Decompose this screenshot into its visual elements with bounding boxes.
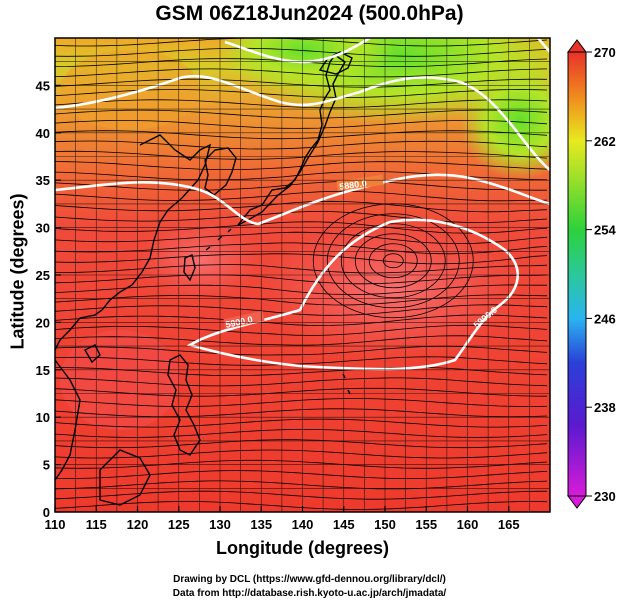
x-tick-label: 110: [45, 517, 66, 532]
streamline: [55, 150, 548, 160]
anticyclone-streamline: [326, 213, 460, 309]
streamline: [55, 294, 548, 306]
y-tick-label: 0: [43, 505, 50, 520]
y-tick-label: 5: [43, 458, 50, 473]
temperature-field: [55, 38, 550, 512]
streamline: [55, 304, 548, 316]
taiwan-coastline: [183, 254, 196, 282]
streamline: [55, 109, 548, 119]
anticyclone-streamline: [354, 233, 432, 289]
streamline: [55, 180, 547, 191]
x-tick-label: 120: [127, 517, 149, 532]
streamline: [55, 439, 548, 449]
streamline: [55, 211, 548, 224]
y-tick-label: 40: [36, 126, 50, 141]
streamline: [55, 253, 548, 265]
streamline: [55, 140, 548, 150]
x-tick-label: 135: [250, 517, 272, 532]
streamline: [55, 335, 548, 346]
streamline: [55, 324, 548, 336]
streamline: [55, 387, 548, 397]
y-tick-label: 35: [36, 173, 50, 188]
map-title: GSM 06Z18Jun2024 (500.0hPa): [155, 2, 464, 25]
colorbar-tick-label: 230: [594, 489, 616, 504]
hainan-coastline: [84, 344, 101, 364]
x-axis-ticks: 110 115 120 125 130 135 140 145 150 155 160 165: [45, 506, 520, 532]
colorbar-min-arrow: [567, 495, 587, 509]
streamline: [55, 480, 548, 490]
y-tick-label: 30: [36, 221, 50, 236]
y-tick-label: 45: [36, 78, 50, 93]
streamline: [55, 120, 548, 129]
colorbar-tick-label: 254: [594, 223, 616, 238]
streamline: [55, 242, 548, 255]
anticyclone-streamline: [340, 223, 446, 299]
streamline: [55, 470, 548, 479]
streamline: [55, 99, 548, 109]
streamline: [55, 459, 548, 469]
y-tick-label: 20: [36, 315, 50, 330]
contour-labels: 5880.0 5900.0 5900.0: [223, 174, 499, 330]
y-tick-label: 15: [36, 363, 50, 378]
streamline: [55, 356, 548, 366]
streamline: [55, 78, 548, 88]
streamline: [55, 47, 548, 57]
colorbar-max-arrow: [567, 39, 587, 53]
streamline: [55, 501, 548, 510]
contour-label-5880: 5880.0: [339, 178, 368, 192]
streamline: [55, 130, 548, 140]
wind-streamlines: [55, 38, 548, 510]
streamline: [55, 377, 548, 387]
grid-lines: [55, 38, 550, 512]
streamline: [55, 200, 548, 213]
korea-coastline: [204, 147, 237, 196]
x-tick-label: 160: [457, 517, 479, 532]
x-tick-label: 115: [86, 517, 107, 532]
colorbar-tick-label: 262: [594, 134, 616, 149]
x-tick-label: 145: [333, 517, 355, 532]
anticyclone-streamline: [382, 253, 404, 269]
colorbar-tick-label: 238: [594, 400, 616, 415]
contour-north: [55, 74, 550, 172]
credit-drawing: Drawing by DCL (https://www.gfd-dennou.o…: [173, 574, 446, 585]
x-tick-label: 125: [168, 517, 190, 532]
indochina-coastline: [55, 359, 81, 481]
borneo-coastline: [99, 449, 151, 506]
colorbar: 230 238 246 254 262 270: [567, 39, 616, 509]
streamline: [55, 38, 548, 47]
colorbar-tick-label: 270: [594, 45, 616, 60]
streamline: [55, 264, 548, 274]
streamline: [55, 231, 548, 244]
streamline: [55, 398, 548, 407]
colorbar-scale: [567, 51, 587, 497]
china-coastline: [55, 134, 212, 351]
streamline: [55, 408, 548, 418]
contour-5880: [55, 173, 550, 226]
streamline: [55, 418, 548, 428]
y-axis-label: Latitude (degrees): [7, 193, 28, 350]
x-axis-label: Longitude (degrees): [215, 538, 389, 558]
colorbar-tick-label: 246: [594, 311, 616, 326]
y-axis-ticks: 0 5 10 15 20 25 30 35 40 45: [36, 78, 61, 520]
streamline: [55, 428, 548, 438]
streamline: [55, 68, 548, 78]
x-tick-label: 130: [209, 517, 231, 532]
streamline: [55, 314, 548, 326]
x-tick-label: 150: [374, 517, 396, 532]
y-tick-label: 10: [36, 410, 50, 425]
y-tick-label: 25: [36, 268, 50, 283]
streamline: [55, 490, 548, 500]
streamline: [55, 221, 548, 234]
streamline: [55, 366, 548, 377]
x-tick-label: 165: [498, 517, 520, 532]
philippines-coastline: [167, 354, 201, 456]
credit-data: Data from http://database.rish.kyoto-u.a…: [172, 588, 447, 599]
anticyclone-streamline: [368, 243, 418, 279]
x-tick-label: 155: [415, 517, 437, 532]
streamline: [55, 190, 548, 202]
x-tick-label: 140: [292, 517, 314, 532]
